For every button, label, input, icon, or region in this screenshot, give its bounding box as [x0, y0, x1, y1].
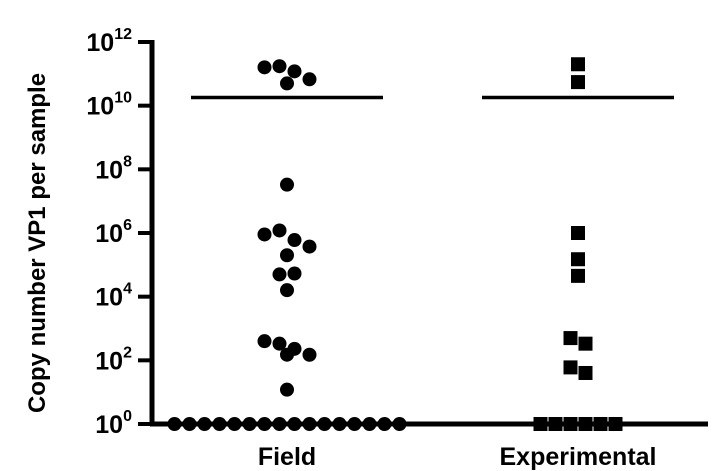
data-point-circle [280, 248, 294, 263]
y-tick-label-exponent: 12 [114, 26, 132, 43]
x-category-label: Experimental [499, 443, 656, 471]
data-point-circle [287, 233, 302, 248]
data-point-circle [257, 334, 272, 349]
data-point-circle [332, 417, 347, 431]
data-point-square [578, 336, 593, 351]
y-tick-label-base: 10 [95, 347, 123, 375]
y-tick-label: 1010 [86, 90, 132, 121]
data-point-circle [392, 417, 407, 431]
data-point-circle [362, 417, 377, 431]
data-point-circle [182, 417, 197, 431]
data-point-square [563, 331, 578, 346]
y-tick-label-exponent: 2 [123, 344, 132, 361]
y-tick-label-base: 10 [86, 93, 114, 121]
data-point-square [563, 417, 578, 431]
data-point-circle [302, 417, 317, 431]
data-point-square [571, 268, 585, 283]
data-point-circle [257, 60, 272, 75]
data-point-circle [302, 239, 317, 254]
data-point-square [571, 57, 585, 72]
data-point-square [571, 75, 585, 90]
y-tick-label: 108 [95, 153, 132, 184]
data-point-circle [287, 266, 302, 281]
x-category-label: Field [258, 443, 316, 471]
data-point-circle [272, 417, 287, 431]
data-point-circle [227, 417, 242, 431]
data-point-square [578, 417, 593, 431]
data-point-square [608, 417, 623, 431]
y-tick-label: 1012 [86, 26, 132, 57]
data-point-circle [280, 382, 294, 397]
y-axis-title: Copy number VP1 per sample [24, 73, 51, 413]
y-tick-label: 100 [95, 408, 132, 439]
y-tick-label-base: 10 [95, 411, 123, 439]
data-point-circle [280, 283, 294, 298]
data-point-circle [287, 64, 302, 79]
data-point-square [571, 252, 585, 267]
data-point-circle [287, 417, 302, 431]
y-tick-label: 104 [95, 281, 132, 312]
y-tick-label-base: 10 [95, 284, 123, 312]
y-tick-label-exponent: 6 [123, 217, 132, 234]
data-point-circle [317, 417, 332, 431]
data-point-circle [377, 417, 392, 431]
data-point-circle [280, 177, 294, 192]
data-point-square [533, 417, 548, 431]
y-tick-label-base: 10 [95, 220, 123, 248]
y-tick-label-exponent: 4 [123, 281, 132, 298]
data-point-square [571, 226, 585, 240]
y-tick-label: 106 [95, 217, 132, 248]
data-point-circle [257, 227, 272, 242]
data-points [167, 57, 623, 431]
data-point-circle [242, 417, 257, 431]
data-point-square [593, 417, 608, 431]
data-point-square [563, 360, 578, 375]
data-point-circle [302, 72, 317, 87]
data-point-circle [272, 336, 287, 351]
data-point-circle [212, 417, 227, 431]
data-point-circle [197, 417, 212, 431]
y-tick-label-base: 10 [86, 29, 114, 57]
data-point-square [548, 417, 563, 431]
data-point-circle [302, 347, 317, 362]
data-point-circle [167, 417, 182, 431]
data-point-circle [257, 417, 272, 431]
y-tick-label-base: 10 [95, 156, 123, 184]
data-point-circle [347, 417, 362, 431]
y-tick-label-exponent: 10 [114, 90, 132, 107]
y-axis-title-group: Copy number VP1 per sample [24, 73, 51, 413]
data-point-circle [272, 223, 287, 238]
data-point-circle [272, 59, 287, 74]
data-point-circle [272, 267, 287, 282]
y-tick-label-exponent: 0 [123, 408, 132, 425]
category-labels: Field Experimental [258, 443, 657, 471]
data-point-square [578, 365, 593, 380]
data-point-circle [280, 347, 294, 362]
y-tick-label-exponent: 8 [123, 153, 132, 170]
data-point-circle [280, 76, 294, 91]
y-tick-label: 102 [95, 344, 132, 375]
